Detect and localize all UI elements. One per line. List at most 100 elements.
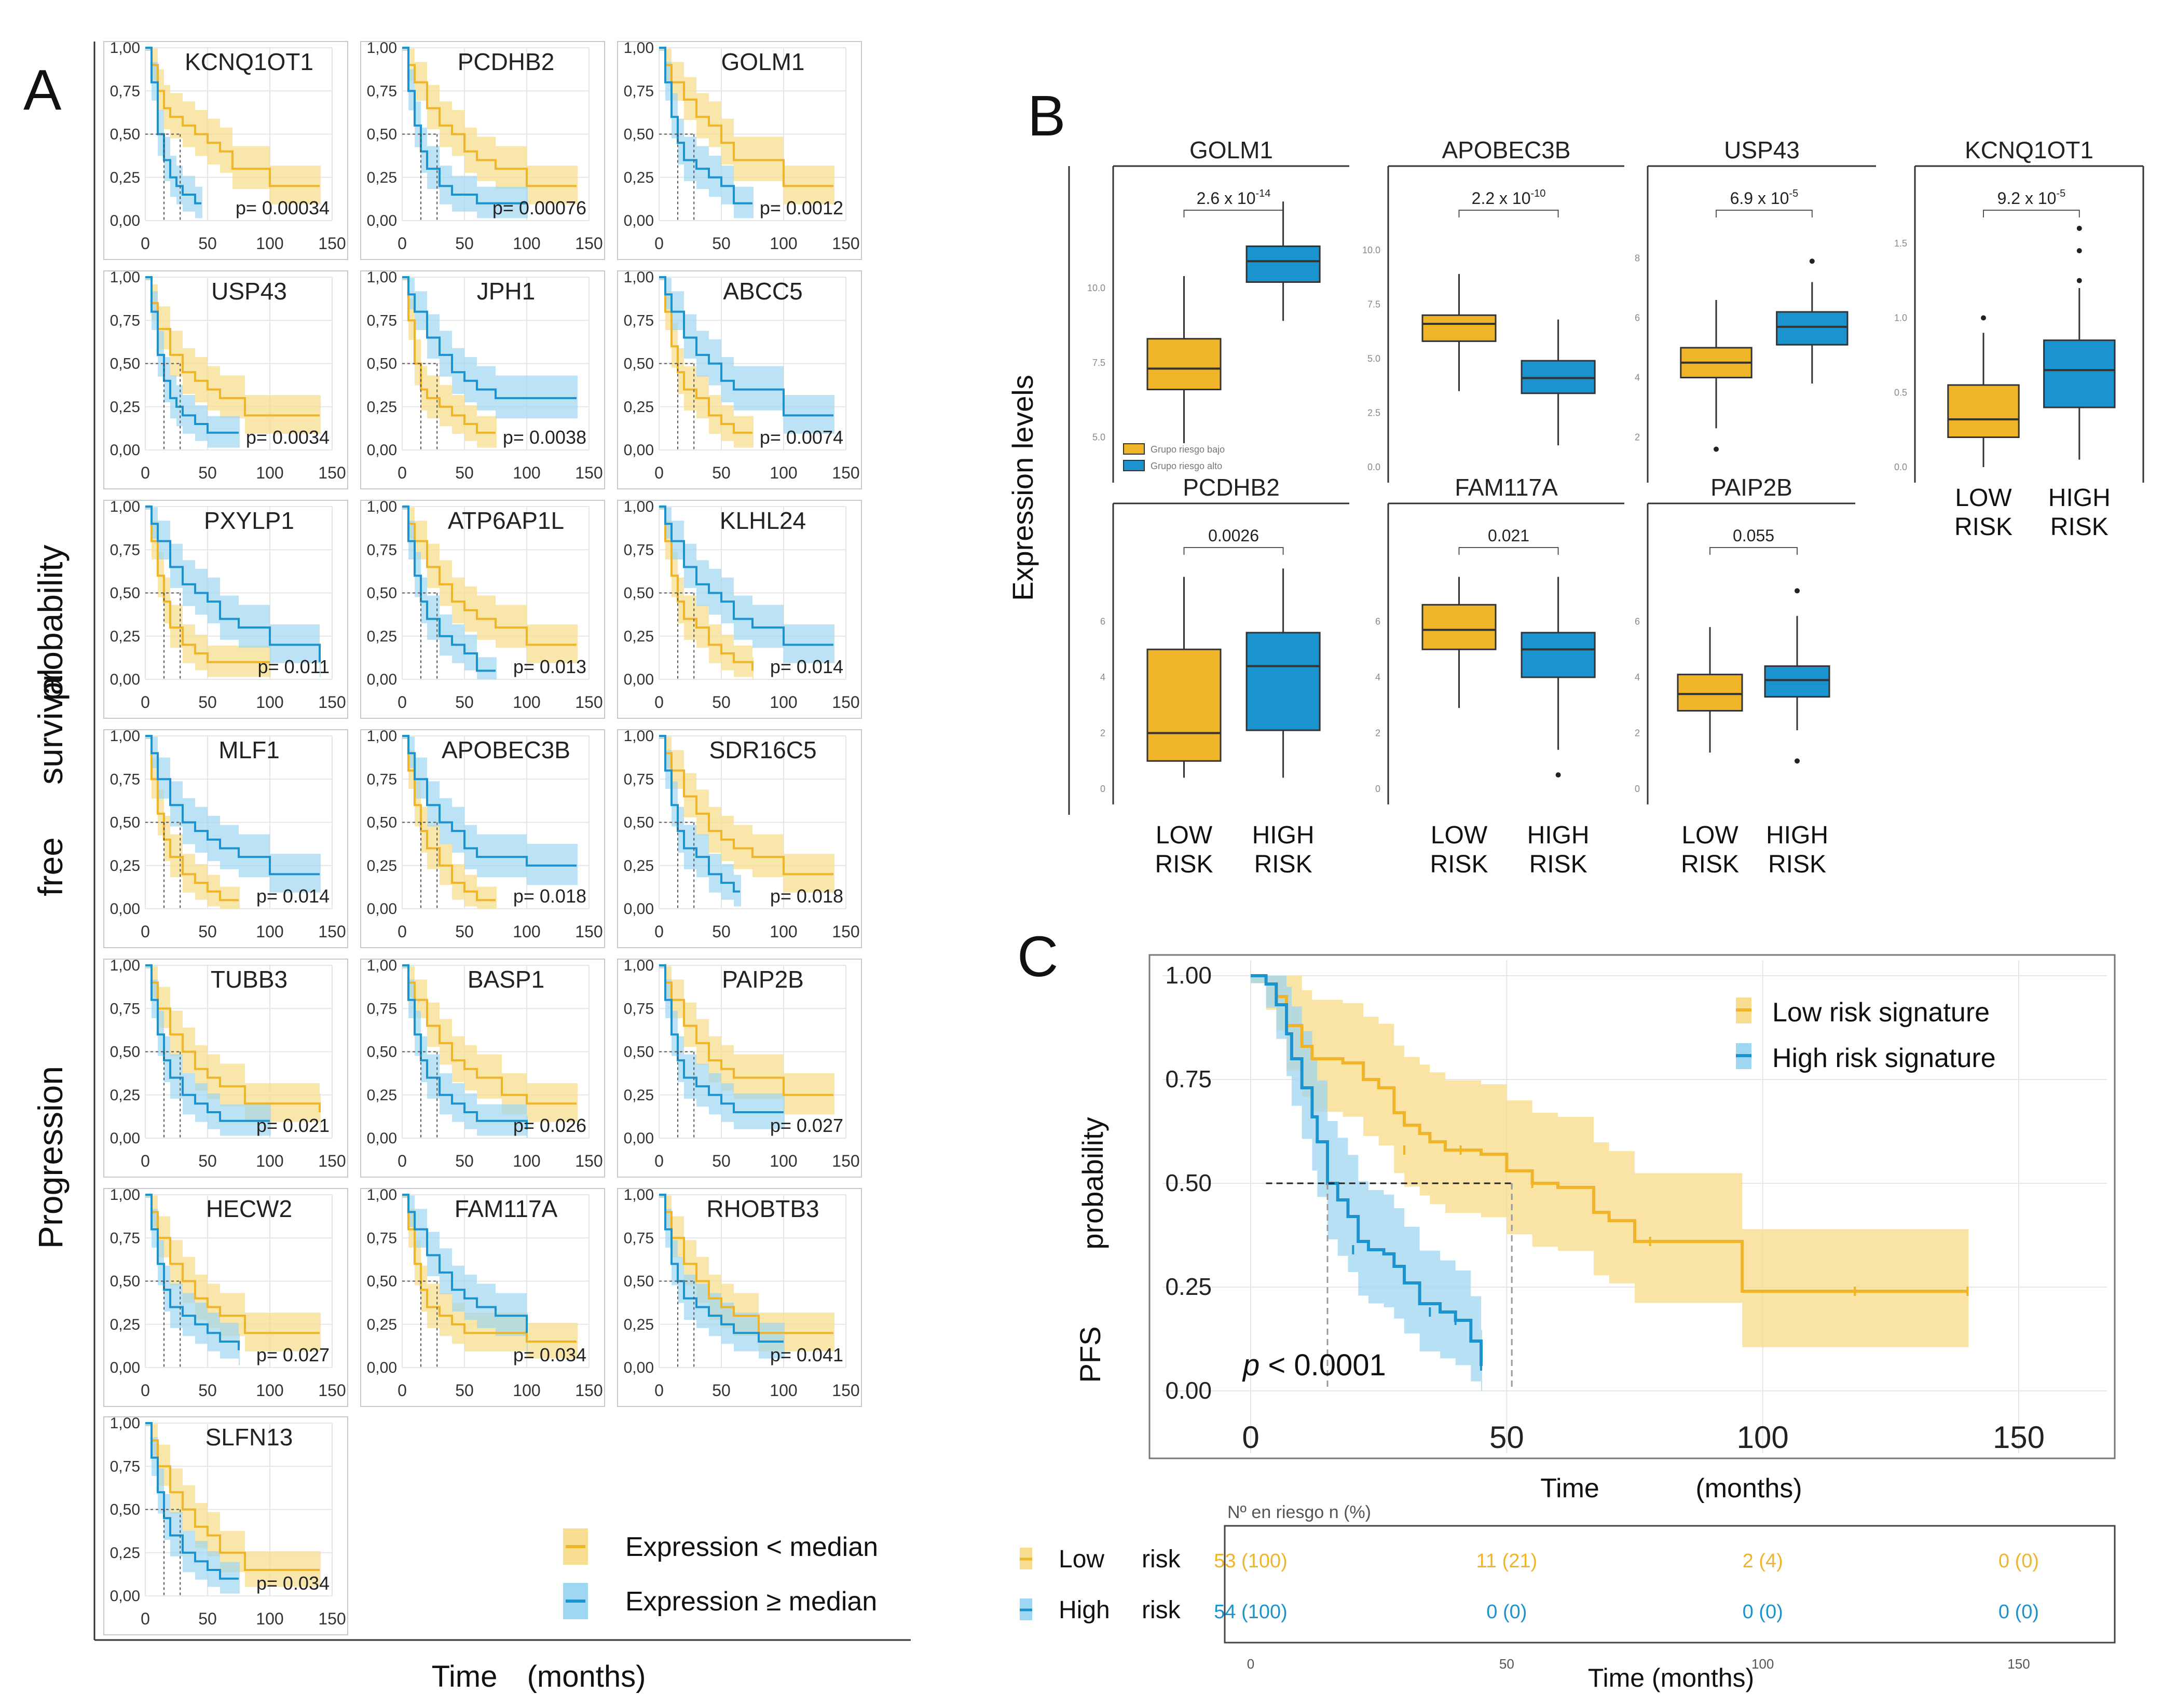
y-tick-label: 1,00 xyxy=(110,1186,140,1204)
category-label: RISK xyxy=(1768,851,1826,878)
km-line-low xyxy=(145,964,321,1113)
y-tick-label: 0,75 xyxy=(367,83,397,100)
boxplot-tick: 2 xyxy=(1635,432,1640,443)
ci-band-low xyxy=(145,1195,321,1351)
boxplot-p-value: 0.055 xyxy=(1733,526,1774,545)
boxplot-tick: 4 xyxy=(1635,373,1640,383)
y-tick-label: 0,25 xyxy=(624,1087,654,1104)
y-tick-label: 0,00 xyxy=(624,1130,654,1147)
gene-title: TUBB3 xyxy=(211,966,288,993)
y-tick-label: 1,00 xyxy=(367,728,397,745)
panel-label-a: A xyxy=(23,58,62,122)
km-line-high xyxy=(659,735,740,893)
box-high xyxy=(1764,665,1830,698)
km-line-low xyxy=(659,1194,833,1334)
y-tick-label: 0,50 xyxy=(110,1273,140,1290)
x-tick-label: 150 xyxy=(318,1381,346,1400)
y-tick-label: 0,00 xyxy=(110,1359,140,1376)
category-label: RISK xyxy=(1430,851,1488,878)
boxplot-tick: 6 xyxy=(1635,617,1640,627)
boxplot-tick: 0 xyxy=(1635,784,1640,794)
y-tick-label: 0,75 xyxy=(110,541,140,558)
outlier-point xyxy=(1714,446,1719,452)
category-label: LOW xyxy=(1156,822,1213,849)
km-line-high xyxy=(402,47,527,204)
y-tick-label: 0,75 xyxy=(367,771,397,788)
km-line-high xyxy=(659,1194,784,1343)
x-tick-label: 50 xyxy=(198,922,217,941)
km-line-low xyxy=(402,276,496,434)
boxplot-tick: 6 xyxy=(1100,617,1105,627)
x-tick-label: 50 xyxy=(455,922,474,941)
y-tick-label: 0,00 xyxy=(110,900,140,918)
boxplot-tick: 5.0 xyxy=(1092,432,1105,443)
y-tick-label: 1,00 xyxy=(624,498,654,515)
category-label: HIGH xyxy=(2048,484,2111,512)
risk-table-value: 54 (100) xyxy=(1214,1601,1288,1623)
risk-table-frame xyxy=(1224,1525,2116,1644)
x-tick-label: 100 xyxy=(1737,1420,1789,1455)
km-panel-apobec3b: 0,00 0,25 0,50 0,75 1,00 0 50 100 150 APOBEC3B p= … xyxy=(360,728,605,948)
boxplot-panel-apobec3b: 0.0 2.5 5.0 7.5 10.0 APOBEC3B 2.2 x 10-10 xyxy=(1362,136,1624,483)
boxplot-tick: 2.5 xyxy=(1367,407,1380,418)
y-tick-label: 0,25 xyxy=(367,628,397,645)
y-tick-label: 0,00 xyxy=(367,442,397,459)
category-label: RISK xyxy=(2050,513,2109,541)
x-tick-label: 50 xyxy=(1489,1420,1524,1455)
ci-band-low xyxy=(659,507,754,679)
p-value-label: p= 0.011 xyxy=(258,656,330,677)
x-tick-label: 150 xyxy=(318,463,346,482)
panel-a-ylabel-word: probability xyxy=(31,545,70,701)
y-tick-label: 0,50 xyxy=(367,1273,397,1290)
boxplot-tick: 4 xyxy=(1100,672,1105,682)
km-line-high xyxy=(145,276,239,434)
km-panel-rhobtb3: 0,00 0,25 0,50 0,75 1,00 0 50 100 150 RHOBTB3 p= 0… xyxy=(617,1186,862,1407)
y-tick-label: 1,00 xyxy=(624,728,654,745)
y-tick-label: 0,50 xyxy=(110,814,140,831)
y-tick-label: 0,50 xyxy=(367,814,397,831)
x-tick-label: 50 xyxy=(712,234,731,253)
ci-band-high xyxy=(659,736,741,907)
x-tick-label: 50 xyxy=(455,693,474,712)
km-panel-slfn13: 0,00 0,25 0,50 0,75 1,00 0 50 100 150 SLFN13 p= 0.… xyxy=(103,1415,348,1635)
x-tick-label: 150 xyxy=(318,1609,346,1628)
y-tick-label: 0,00 xyxy=(110,212,140,229)
legend-label: High risk signature xyxy=(1772,1043,1996,1073)
km-line-high xyxy=(145,47,201,204)
y-tick-label: 0,00 xyxy=(110,671,140,688)
km-line-low xyxy=(145,276,320,417)
y-tick-label: 0,00 xyxy=(367,212,397,229)
p-value-label: p= 0.034 xyxy=(513,1344,586,1365)
x-tick-label: 150 xyxy=(832,922,859,941)
boxplot-legend-label: Grupo riesgo alto xyxy=(1151,461,1222,471)
km-line-high xyxy=(402,1194,528,1333)
x-tick-label: 0 xyxy=(398,922,407,941)
y-tick-label: 0,50 xyxy=(624,585,654,602)
risk-table-x-tick: 0 xyxy=(1247,1656,1254,1672)
x-tick-label: 50 xyxy=(712,922,731,941)
risk-table-x-tick: 150 xyxy=(2007,1656,2030,1672)
x-tick-label: 150 xyxy=(318,693,346,712)
p-value-label: p= 0.0074 xyxy=(760,427,843,448)
km-line-high xyxy=(145,735,320,876)
p-value-label: p= 0.027 xyxy=(770,1115,843,1136)
y-tick-label: 0,00 xyxy=(110,442,140,459)
x-tick-label: 0 xyxy=(398,1152,407,1170)
km-line-high xyxy=(145,964,270,1122)
x-tick-label: 100 xyxy=(256,463,283,482)
km-panel-fam117a: 0,00 0,25 0,50 0,75 1,00 0 50 100 150 FAM117A p= 0… xyxy=(360,1186,605,1407)
risk-table-title: Nº en riesgo n (%) xyxy=(1227,1502,1371,1522)
y-tick-label: 0,75 xyxy=(110,1000,140,1017)
y-tick-label: 0.25 xyxy=(1165,1273,1212,1300)
category-label: HIGH xyxy=(1527,822,1590,849)
outlier-point xyxy=(1795,758,1800,764)
ci-band-high xyxy=(659,965,785,1129)
box-low xyxy=(1677,674,1743,712)
y-tick-label: 1,00 xyxy=(110,269,140,286)
category-label: LOW xyxy=(1681,822,1738,849)
y-tick-label: 0,50 xyxy=(624,814,654,831)
significance-bracket xyxy=(1709,547,1798,555)
y-tick-label: 1,00 xyxy=(624,1186,654,1204)
boxplot-title: PAIP2B xyxy=(1710,474,1792,501)
